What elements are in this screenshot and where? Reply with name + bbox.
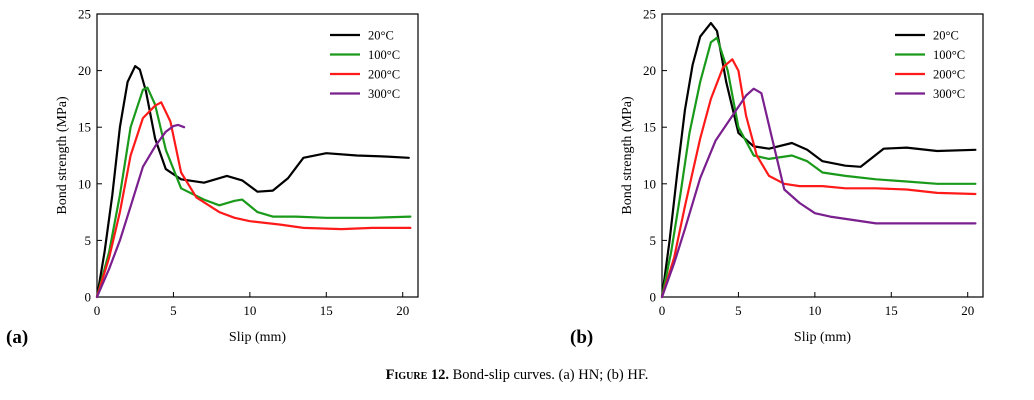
x-tick-label: 20 xyxy=(396,303,409,318)
series-line-3 xyxy=(95,101,412,299)
x-tick-label: 10 xyxy=(808,303,821,318)
y-axis-title: Bond strength (MPa) xyxy=(55,96,70,215)
y-tick-label: 15 xyxy=(78,120,91,135)
y-tick-label: 0 xyxy=(85,290,92,305)
figure-caption: Figure 12. Bond-slip curves. (a) HN; (b)… xyxy=(0,367,1034,384)
y-tick-label: 10 xyxy=(78,176,91,191)
y-tick-label: 25 xyxy=(643,7,656,22)
legend-label: 100°C xyxy=(368,48,400,62)
series-line-1 xyxy=(660,22,977,299)
series-line-2 xyxy=(95,86,412,299)
legend-label: 300°C xyxy=(368,87,400,101)
legend-label: 100°C xyxy=(933,48,965,62)
x-tick-label: 0 xyxy=(659,303,666,318)
y-tick-label: 25 xyxy=(78,7,91,22)
series-line-4 xyxy=(660,87,977,299)
y-axis-title: Bond strength (MPa) xyxy=(620,96,635,215)
y-tick-label: 5 xyxy=(85,233,92,248)
plot-frame xyxy=(96,13,419,298)
panel-label: (b) xyxy=(570,327,593,348)
x-tick-label: 5 xyxy=(735,303,742,318)
chart-panel-b: 0 5 10 15 20 0 5 10 15 20 25 Slip (mm) Bond strength… xyxy=(570,7,984,348)
x-tick-label: 5 xyxy=(170,303,177,318)
x-tick-label: 15 xyxy=(320,303,333,318)
x-tick-label: 20 xyxy=(961,303,974,318)
y-tick-label: 20 xyxy=(78,63,91,78)
legend-label: 200°C xyxy=(933,68,965,82)
chart-panel-a: 0 5 10 15 20 0 5 10 15 20 25 Slip (mm) Bond strength… xyxy=(6,7,419,348)
x-tick-label: 0 xyxy=(94,303,101,318)
panel-label: (a) xyxy=(6,327,28,348)
y-tick-label: 20 xyxy=(643,63,656,78)
series-line-3 xyxy=(660,58,977,299)
x-tick-label: 10 xyxy=(243,303,256,318)
y-tick-label: 0 xyxy=(650,290,657,305)
legend-label: 20°C xyxy=(368,29,394,43)
y-tick-label: 10 xyxy=(643,176,656,191)
legend-label: 20°C xyxy=(933,29,959,43)
series-line-1 xyxy=(95,65,410,299)
legend-label: 200°C xyxy=(368,68,400,82)
x-tick-label: 15 xyxy=(885,303,898,318)
x-axis-title: Slip (mm) xyxy=(229,330,287,345)
series-line-4 xyxy=(95,123,186,299)
x-axis-title: Slip (mm) xyxy=(794,330,852,345)
legend-label: 300°C xyxy=(933,87,965,101)
y-tick-label: 15 xyxy=(643,120,656,135)
y-tick-label: 5 xyxy=(650,233,657,248)
plot-frame xyxy=(661,13,984,298)
caption-text: Bond-slip curves. (a) HN; (b) HF. xyxy=(452,367,649,383)
caption-label: Figure 12. xyxy=(385,367,449,383)
series-line-2 xyxy=(660,36,977,299)
